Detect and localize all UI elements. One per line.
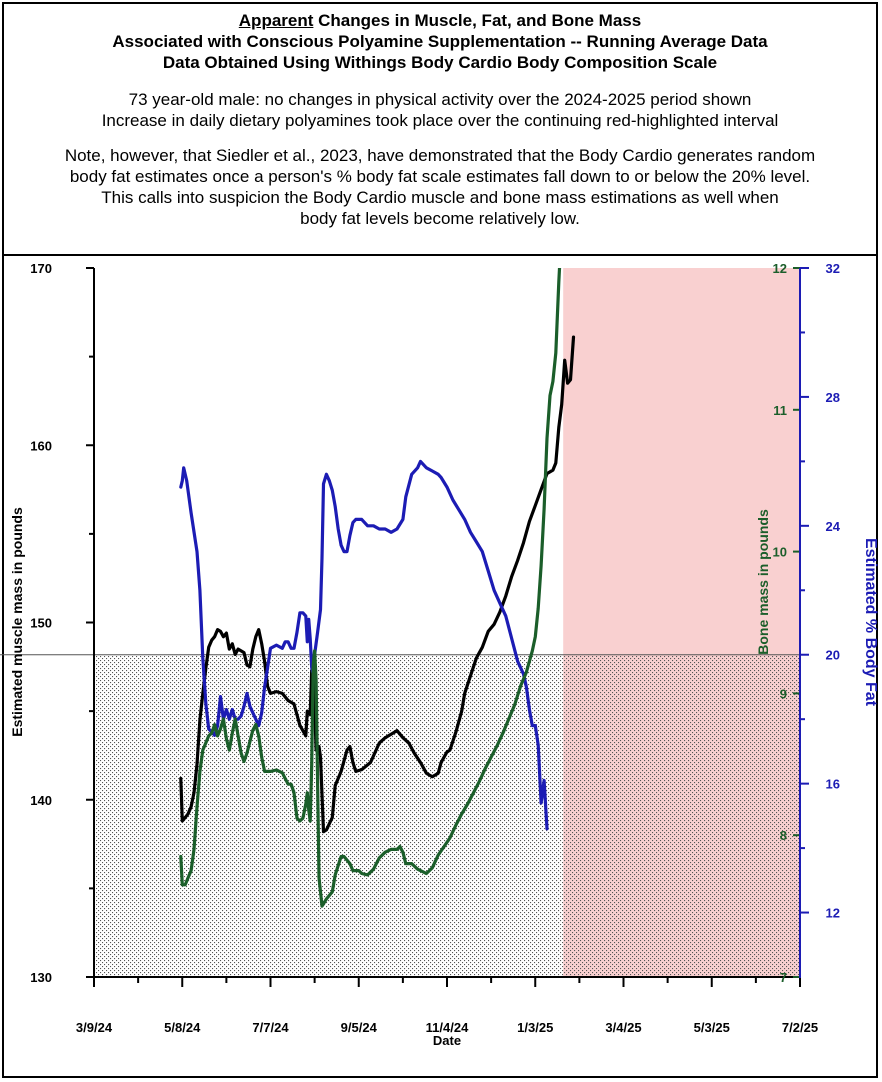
bone-axis-tick-label: 9 — [780, 686, 787, 701]
info-line1: 73 year-old male: no changes in physical… — [128, 90, 752, 109]
bone-axis-label: Bone mass in pounds — [755, 509, 771, 655]
fat-axis-tick-label: 16 — [826, 777, 840, 792]
low-fat-region — [94, 654, 800, 977]
x-tick-label: 3/4/25 — [605, 1020, 641, 1035]
left-y-tick-label: 170 — [30, 261, 52, 276]
x-axis-label: Date — [433, 1033, 461, 1048]
fat-axis-label: Estimated % Body Fat — [862, 538, 879, 707]
x-tick-label: 1/3/25 — [517, 1020, 553, 1035]
figure-header: Apparent Changes in Muscle, Fat, and Bon… — [4, 4, 876, 256]
x-tick-label: 11/4/24 — [426, 1020, 469, 1035]
bone-axis-tick-label: 7 — [780, 970, 787, 985]
note-line3: This calls into suspicion the Body Cardi… — [101, 188, 779, 207]
left-y-axis-label: Estimated muscle mass in pounds — [9, 507, 25, 737]
left-y-tick-label: 160 — [30, 438, 52, 453]
title-line1: Changes in Muscle, Fat, and Bone Mass — [313, 11, 642, 30]
note-line1: Note, however, that Siedler et al., 2023… — [64, 146, 816, 165]
title-line3: Data Obtained Using Withings Body Cardio… — [162, 53, 718, 72]
title-underlined-word: Apparent — [238, 11, 314, 30]
note-line4: body fat levels become relatively low. — [300, 209, 580, 228]
x-tick-label: 3/9/24 — [76, 1020, 113, 1035]
left-y-tick-label: 140 — [30, 793, 52, 808]
left-y-tick-label: 150 — [30, 616, 52, 631]
info-line2: Increase in daily dietary polyamines too… — [101, 111, 779, 130]
x-tick-label: 7/2/25 — [782, 1020, 818, 1035]
note-line2: body fat estimates once a person's % bod… — [69, 167, 811, 186]
bone-mass-line — [179, 268, 562, 908]
muscle-mass-line — [179, 335, 576, 834]
fat-axis-tick-label: 28 — [826, 390, 840, 405]
figure-title: Apparent Changes in Muscle, Fat, and Bon… — [4, 10, 876, 73]
x-tick-label: 9/5/24 — [341, 1020, 378, 1035]
x-tick-label: 5/8/24 — [164, 1020, 201, 1035]
left-y-tick-label: 130 — [30, 970, 52, 985]
bone-axis-tick-label: 11 — [773, 403, 787, 418]
subject-info: 73 year-old male: no changes in physical… — [4, 89, 876, 131]
x-tick-label: 5/3/25 — [694, 1020, 730, 1035]
title-line2: Associated with Conscious Polyamine Supp… — [112, 32, 768, 51]
bone-axis-tick-label: 8 — [780, 828, 787, 843]
fat-axis-tick-label: 24 — [826, 519, 841, 534]
caveat-note: Note, however, that Siedler et al., 2023… — [4, 145, 876, 229]
bone-axis-tick-label: 10 — [773, 545, 787, 560]
fat-axis-tick-label: 12 — [826, 906, 840, 921]
fat-axis-tick-label: 32 — [826, 261, 840, 276]
body-fat-line — [179, 459, 549, 831]
x-tick-label: 7/7/24 — [252, 1020, 289, 1035]
bone-axis-tick-label: 12 — [773, 261, 787, 276]
fat-axis-tick-label: 20 — [826, 648, 840, 663]
